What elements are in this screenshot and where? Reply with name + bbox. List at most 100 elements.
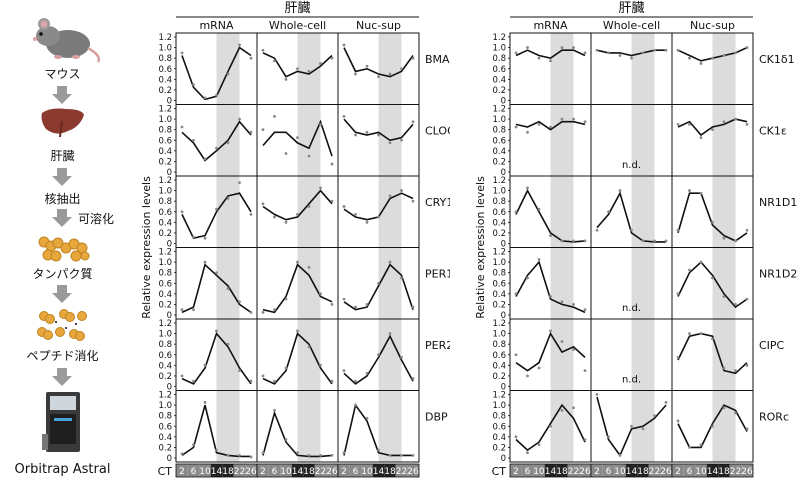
data-point [711,276,714,280]
data-point [688,56,691,60]
data-point [745,297,749,301]
data-point [249,212,253,216]
data-point [549,125,552,129]
chart-group-right: 肝臓 mRNA Whole-cell Nuc-sup Relative expressi… [474,0,800,495]
ct-tick-background [729,464,742,477]
data-point [711,424,714,428]
night-shade [550,319,574,391]
series-line [515,49,586,60]
y-tick-label: 0 [167,240,172,250]
y-tick-label: 1.0 [492,44,506,54]
data-point [630,228,633,232]
data-point [688,332,691,335]
ct-tick-label: 10 [614,467,626,477]
data-point [583,438,587,441]
y-tick-label: 1.2 [492,391,506,401]
data-point [699,443,703,447]
data-point [273,379,276,383]
data-point [203,157,207,161]
series-line [343,47,414,78]
ct-tick-background [533,464,545,477]
data-point [526,130,529,134]
panel-frame [337,390,420,463]
data-point [284,220,288,224]
column-header: Whole-cell [269,19,326,32]
data-point [537,366,541,370]
y-tick-label: 1.2 [158,319,172,329]
series-line [262,119,333,157]
ct-label: CT [158,465,173,478]
y-tick-label: 0.8 [492,126,506,136]
ct-tick-background [672,464,684,477]
ct-tick-label: 26 [660,467,672,477]
y-tick-label: 0.6 [158,422,172,432]
data-point [261,310,265,314]
data-point [180,51,184,55]
night-shade [216,247,240,319]
chart-title: 肝臓 [284,1,310,16]
data-point [618,189,622,192]
data-point [537,443,541,447]
data-point [607,210,610,214]
data-point [676,419,680,423]
data-point [664,239,668,243]
data-point [307,154,311,158]
ct-tick-label: 14 [211,467,223,477]
y-tick-label: 0 [167,97,172,107]
data-point [526,451,529,455]
column-header: Whole-cell [603,19,660,32]
data-point [192,443,195,447]
y-tick-label: 0.6 [158,208,172,218]
y-tick-label: 0.4 [158,433,172,443]
gene-label: CIPC [759,339,785,352]
data-point [711,337,714,341]
ct-tick-label: 2 [341,467,347,477]
data-point [192,138,195,142]
workflow-step-orbitrap: Orbitrap Astral [14,462,111,477]
peptide-icon [37,309,87,341]
night-shade [378,176,402,248]
data-point [549,234,552,237]
ct-tick-label: 6 [606,467,612,477]
ct-tick-background [280,464,292,477]
down-arrow-icon [52,209,72,227]
data-point [664,48,668,52]
y-axis-label: Relative expression levels [140,176,153,319]
y-tick-label: 0.2 [492,443,506,453]
data-point [688,122,691,126]
workflow: マウス 肝臓 核抽出 可溶化 タンパク質 ペプチド消化 [0,0,125,495]
y-tick-label: 0.4 [492,218,506,228]
y-tick-label: 1.0 [158,44,172,54]
data-point [330,379,334,383]
y-tick-label: 0.2 [158,229,172,239]
y-tick-label: 0 [501,311,506,321]
data-point [342,205,346,208]
ct-tick-label: 26 [326,467,338,477]
ct-tick-background [648,464,661,477]
series-line [262,189,333,221]
y-tick-label: 0 [167,168,172,178]
ct-tick-background [257,464,269,477]
ct-tick-label: 10 [361,467,373,477]
data-point [192,379,195,383]
y-tick-label: 0.6 [492,351,506,361]
y-axis-label: Relative expression levels [474,176,487,319]
ct-tick-background [303,464,315,477]
data-point [273,215,276,219]
workflow-step-peptide-digestion: ペプチド消化 [26,349,99,363]
data-point [307,205,311,208]
data-point [215,448,218,452]
y-tick-label: 0 [501,97,506,107]
gene-label: RORc [759,411,789,424]
data-point [365,64,369,68]
ct-tick-background [741,464,753,477]
data-point [400,67,403,71]
night-shade [712,390,736,462]
data-point [583,308,587,312]
data-point [676,292,680,296]
data-point [630,56,633,60]
ct-tick-label: 2 [260,467,266,477]
ct-tick-label: 18 [556,467,568,477]
ct-tick-label: 18 [384,467,396,477]
gene-label: CRY1 [425,196,450,209]
